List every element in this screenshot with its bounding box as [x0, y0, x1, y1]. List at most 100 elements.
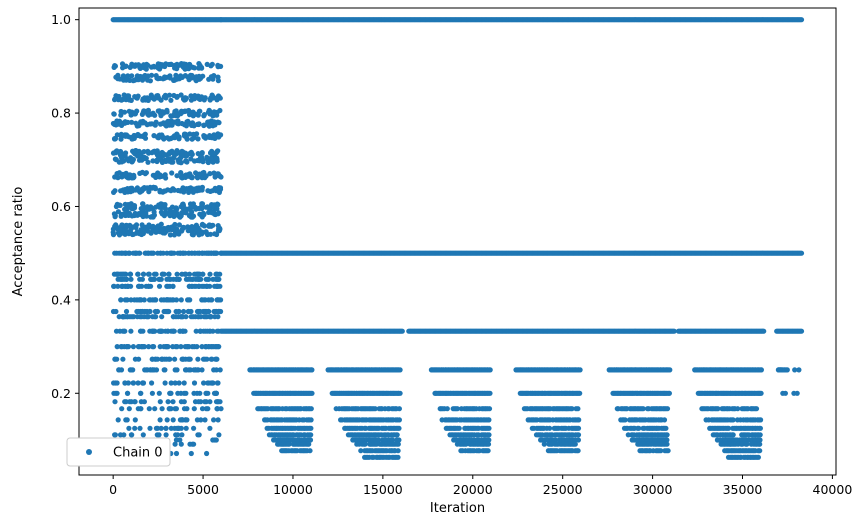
data-point [186, 308, 192, 315]
data-point [397, 367, 403, 373]
data-point [120, 73, 126, 79]
data-point [130, 156, 136, 163]
data-point [159, 314, 165, 320]
data-point [140, 308, 146, 315]
data-point [164, 283, 170, 289]
data-point [172, 441, 178, 447]
data-point [215, 74, 221, 80]
data-point [152, 406, 158, 412]
data-point [168, 188, 174, 194]
data-point [214, 109, 220, 115]
data-point [180, 356, 186, 362]
data-point [139, 111, 145, 117]
data-point [145, 77, 151, 83]
data-point [174, 173, 180, 179]
data-point [164, 276, 170, 282]
data-point [154, 425, 161, 431]
data-point [132, 356, 138, 362]
data-point [187, 276, 193, 282]
data-point [215, 202, 221, 208]
data-point [112, 174, 118, 180]
data-point [575, 437, 582, 443]
data-point [212, 314, 218, 320]
data-point [191, 96, 197, 102]
data-point [169, 148, 175, 154]
data-point [157, 187, 163, 193]
data-point [135, 131, 141, 138]
data-point [153, 271, 159, 277]
data-point [172, 406, 178, 412]
data-point [140, 133, 146, 139]
data-point [118, 344, 124, 350]
data-point [193, 367, 199, 373]
data-point [208, 314, 214, 320]
data-point [122, 328, 128, 334]
data-point [134, 95, 140, 101]
data-point [155, 170, 161, 176]
data-point [189, 151, 195, 157]
data-point [663, 425, 669, 431]
data-point [138, 227, 144, 233]
data-point [309, 367, 315, 373]
data-point [164, 135, 171, 141]
data-point [201, 380, 207, 386]
data-point [197, 328, 203, 334]
data-point [162, 367, 168, 373]
data-point [172, 356, 178, 362]
data-point [122, 399, 128, 405]
data-point [178, 399, 184, 405]
data-point [209, 92, 215, 98]
data-point [130, 344, 136, 350]
data-point [173, 314, 179, 320]
data-point [127, 204, 133, 210]
data-point [216, 276, 222, 282]
data-point [181, 308, 187, 315]
data-point [141, 73, 147, 79]
data-point [399, 328, 405, 334]
data-point [124, 344, 130, 350]
data-point [149, 390, 155, 396]
data-point [131, 203, 138, 209]
data-point [213, 367, 219, 373]
data-point [486, 432, 492, 438]
data-point [194, 417, 200, 423]
data-point [199, 150, 205, 156]
data-point [172, 65, 178, 71]
data-point [162, 356, 168, 362]
data-point [128, 297, 134, 303]
data-point [664, 406, 671, 412]
data-point [176, 222, 182, 228]
data-point [186, 367, 192, 373]
data-point [155, 223, 161, 229]
data-point [189, 209, 195, 215]
data-point [162, 202, 168, 208]
data-point [575, 425, 582, 431]
data-point [112, 214, 118, 220]
data-point [176, 380, 182, 386]
data-point [196, 205, 202, 212]
data-point [622, 417, 628, 423]
data-point [194, 271, 200, 277]
data-point [115, 417, 121, 423]
data-point [215, 297, 221, 303]
data-point [306, 441, 312, 447]
data-point [114, 344, 120, 350]
data-point [307, 448, 313, 454]
data-point [486, 417, 492, 423]
data-point [308, 417, 314, 423]
data-point [183, 95, 189, 101]
data-point [156, 108, 162, 114]
data-point [112, 432, 118, 438]
data-point [214, 206, 220, 212]
data-point [308, 406, 314, 412]
data-point [207, 271, 213, 277]
data-point [166, 92, 173, 98]
data-point [126, 231, 132, 237]
data-point [140, 201, 146, 207]
data-point [215, 380, 221, 386]
data-point [397, 390, 403, 396]
data-point [135, 77, 142, 83]
data-point [168, 97, 174, 103]
data-point [143, 155, 149, 161]
data-point [209, 210, 215, 216]
